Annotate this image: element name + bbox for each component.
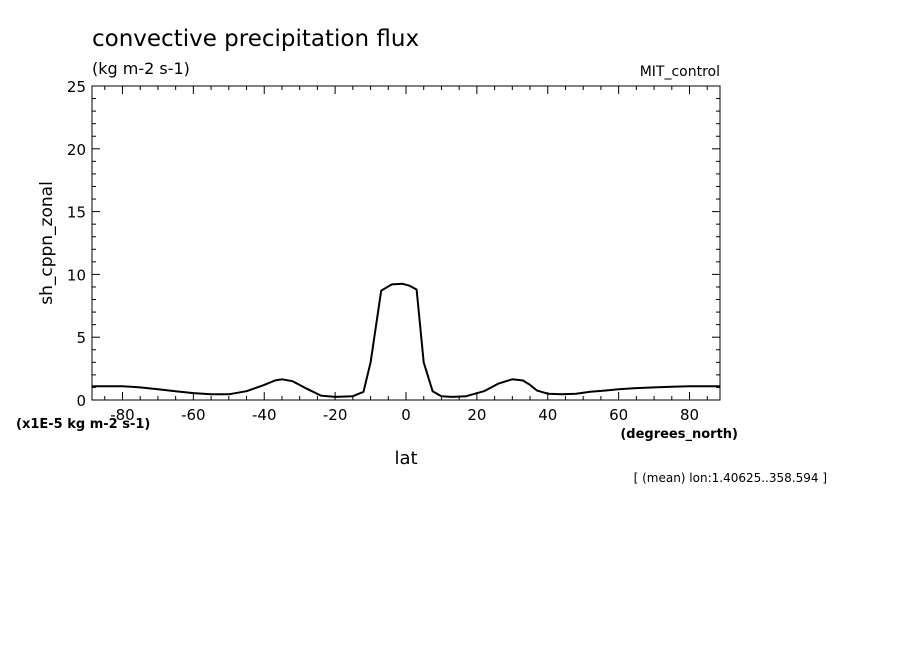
plot-frame bbox=[91, 85, 721, 401]
chart-title: convective precipitation flux bbox=[92, 26, 419, 52]
y-tick-label: 15 bbox=[67, 204, 86, 222]
x-tick-labels: -80 -60 -40 -20 0 20 40 60 80 bbox=[110, 406, 699, 424]
y-tick-labels: 0 5 10 15 20 25 bbox=[67, 78, 86, 410]
y-tick-label: 20 bbox=[67, 141, 86, 159]
footnote: [ (mean) lon:1.40625..358.594 ] bbox=[634, 471, 827, 485]
x-tick-label: 0 bbox=[401, 406, 411, 424]
x-tick-label: -20 bbox=[323, 406, 348, 424]
x-tick-label: 60 bbox=[609, 406, 628, 424]
x-tick-label: 20 bbox=[467, 406, 486, 424]
x-tick-label: -60 bbox=[181, 406, 206, 424]
y-tick-label: 25 bbox=[67, 78, 86, 96]
chart-units: (kg m-2 s-1) bbox=[92, 59, 190, 78]
x-tick-label: -40 bbox=[252, 406, 277, 424]
y-tick-label: 5 bbox=[76, 329, 86, 347]
x-tick-label: -80 bbox=[110, 406, 135, 424]
y-axis-label: sh_cppn_zonal bbox=[37, 181, 57, 305]
y-tick-label: 0 bbox=[76, 392, 86, 410]
y-scale-label: (x1E-5 kg m-2 s-1) bbox=[16, 417, 150, 432]
x-tick-label: 40 bbox=[538, 406, 557, 424]
y-tick-label: 10 bbox=[67, 266, 86, 284]
x-axis-label: lat bbox=[394, 448, 417, 469]
x-axis-units: (degrees_north) bbox=[620, 427, 738, 442]
x-tick-label: 80 bbox=[680, 406, 699, 424]
axis-ticks bbox=[92, 85, 720, 401]
run-label: MIT_control bbox=[640, 64, 720, 80]
data-series-line bbox=[92, 282, 720, 398]
